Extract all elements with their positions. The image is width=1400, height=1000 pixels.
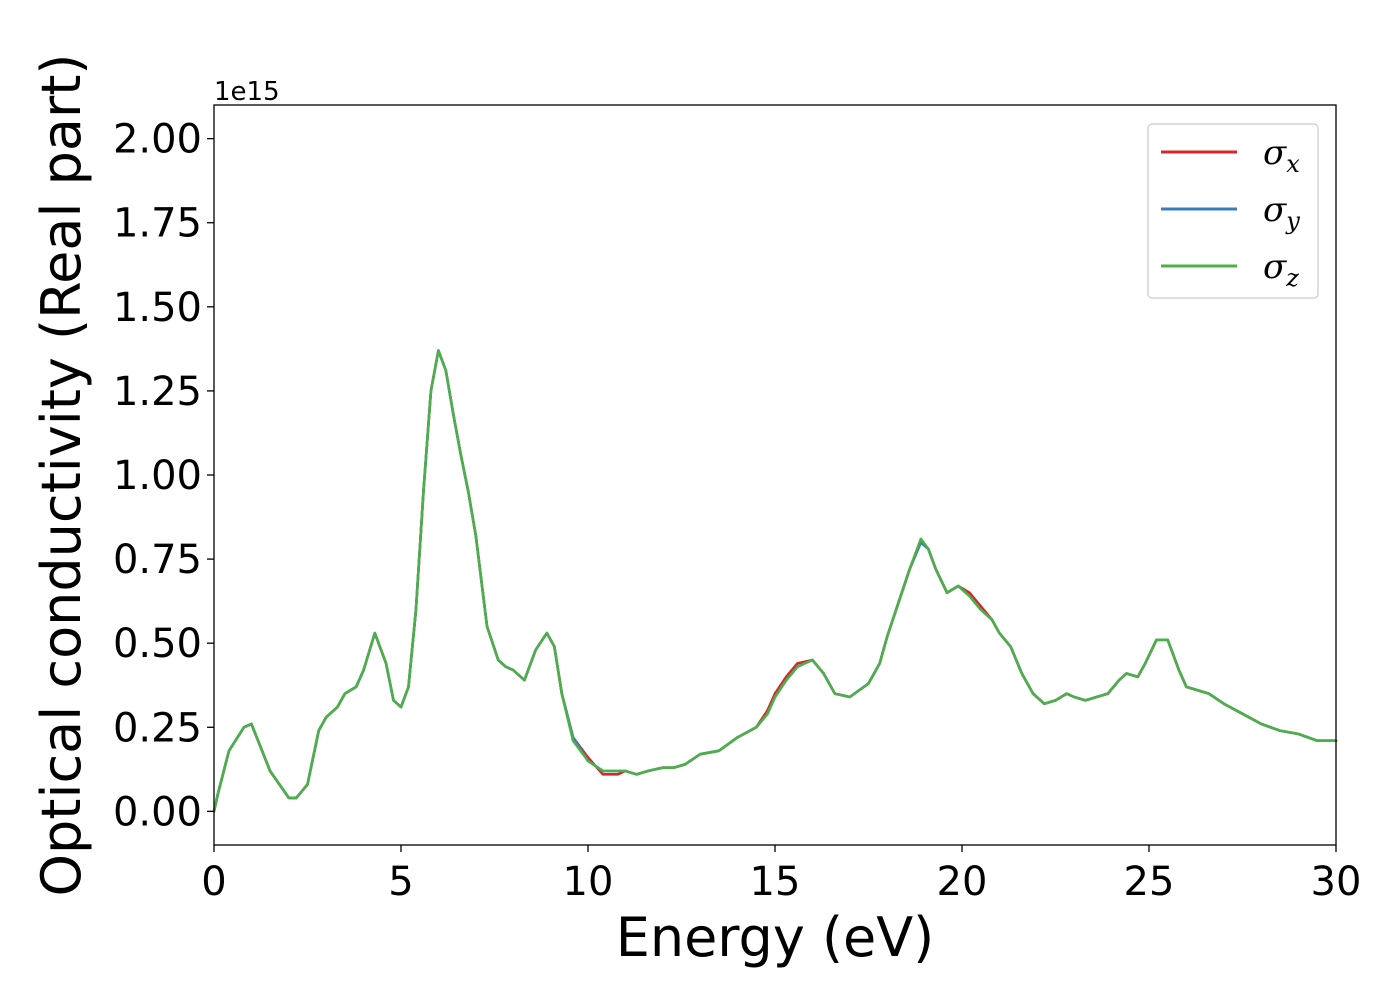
y-offset-label: 1e15 bbox=[214, 77, 280, 107]
series-layer bbox=[212, 349, 1338, 813]
y-axis-label: Optical conductivity (Real part) bbox=[30, 54, 93, 897]
y-tick-label: 0.00 bbox=[113, 789, 202, 835]
y-tick-label: 1.75 bbox=[113, 201, 202, 247]
x-tick-label: 10 bbox=[563, 859, 614, 905]
series-line-sigma_z bbox=[212, 349, 1338, 813]
y-tick-label: 2.00 bbox=[113, 117, 202, 163]
x-tick-label: 25 bbox=[1124, 859, 1175, 905]
y-tick-label: 0.75 bbox=[113, 537, 202, 583]
x-tick-label: 20 bbox=[937, 859, 988, 905]
y-tick-label: 1.25 bbox=[113, 369, 202, 415]
legend-label-sigma_z: σz bbox=[1263, 247, 1299, 292]
legend-label-sigma_y: σy bbox=[1263, 190, 1300, 235]
y-tick-label: 1.50 bbox=[113, 285, 202, 331]
y-tick-label: 0.50 bbox=[113, 621, 202, 667]
legend: σx σy σz bbox=[1147, 123, 1319, 299]
x-tick-label: 30 bbox=[1311, 859, 1362, 905]
x-axis-label: Energy (eV) bbox=[616, 906, 935, 969]
x-tick-label: 0 bbox=[201, 859, 226, 905]
y-tick-label: 1.00 bbox=[113, 453, 202, 499]
legend-box bbox=[1147, 123, 1319, 299]
x-tick-label: 15 bbox=[750, 859, 801, 905]
x-tick-label: 5 bbox=[388, 859, 413, 905]
legend-label-sigma_x: σx bbox=[1263, 133, 1300, 178]
y-tick-label: 0.25 bbox=[113, 705, 202, 751]
y-axis: 0.00 0.25 0.50 0.75 1.00 1.25 1.50 1.75 2.00 bbox=[113, 117, 214, 835]
x-axis: 0 5 10 15 20 25 30 bbox=[201, 845, 1361, 905]
